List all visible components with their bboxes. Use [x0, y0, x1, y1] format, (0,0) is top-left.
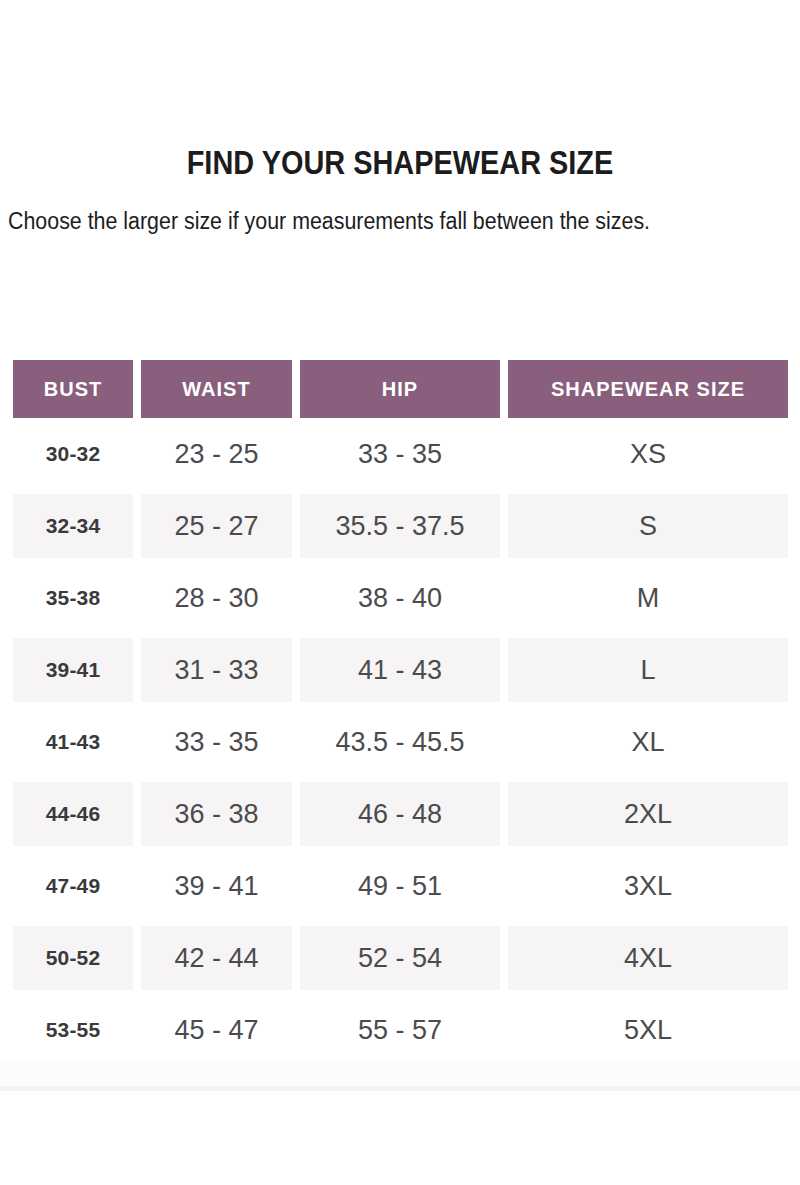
- table-row: 41-43 33 - 35 43.5 - 45.5 XL: [13, 706, 788, 778]
- hip-range: 38 - 40: [300, 562, 500, 634]
- waist-range: 25 - 27: [141, 490, 292, 562]
- hip-range: 35.5 - 37.5: [300, 490, 500, 562]
- column-header-waist: WAIST: [141, 360, 292, 418]
- waist-range: 31 - 33: [141, 634, 292, 706]
- waist-range: 45 - 47: [141, 994, 292, 1066]
- waist-range: 39 - 41: [141, 850, 292, 922]
- column-header-hip: HIP: [300, 360, 500, 418]
- bust-range: 44-46: [13, 778, 133, 850]
- waist-range: 23 - 25: [141, 418, 292, 490]
- size-label: XL: [508, 706, 788, 778]
- hip-range: 52 - 54: [300, 922, 500, 994]
- size-label: 3XL: [508, 850, 788, 922]
- size-label: M: [508, 562, 788, 634]
- page-title: FIND YOUR SHAPEWEAR SIZE: [60, 145, 740, 179]
- size-label: 5XL: [508, 994, 788, 1066]
- table-header-row: BUST WAIST HIP SHAPEWEAR SIZE: [13, 360, 788, 418]
- size-label: 2XL: [508, 778, 788, 850]
- bust-range: 47-49: [13, 850, 133, 922]
- column-header-bust: BUST: [13, 360, 133, 418]
- waist-range: 28 - 30: [141, 562, 292, 634]
- bust-range: 53-55: [13, 994, 133, 1066]
- table-row: 44-46 36 - 38 46 - 48 2XL: [13, 778, 788, 850]
- section-divider: [0, 1062, 800, 1091]
- table-row: 53-55 45 - 47 55 - 57 5XL: [13, 994, 788, 1066]
- waist-range: 33 - 35: [141, 706, 292, 778]
- table-row: 39-41 31 - 33 41 - 43 L: [13, 634, 788, 706]
- bust-range: 32-34: [13, 490, 133, 562]
- size-label: 4XL: [508, 922, 788, 994]
- table-row: 35-38 28 - 30 38 - 40 M: [13, 562, 788, 634]
- size-label: XS: [508, 418, 788, 490]
- hip-range: 49 - 51: [300, 850, 500, 922]
- table-row: 47-49 39 - 41 49 - 51 3XL: [13, 850, 788, 922]
- hip-range: 33 - 35: [300, 418, 500, 490]
- waist-range: 42 - 44: [141, 922, 292, 994]
- page-subtitle: Choose the larger size if your measureme…: [8, 206, 650, 236]
- hip-range: 41 - 43: [300, 634, 500, 706]
- table-row: 32-34 25 - 27 35.5 - 37.5 S: [13, 490, 788, 562]
- size-label: L: [508, 634, 788, 706]
- bust-range: 30-32: [13, 418, 133, 490]
- hip-range: 46 - 48: [300, 778, 500, 850]
- column-header-shapewear-size: SHAPEWEAR SIZE: [508, 360, 788, 418]
- table-row: 30-32 23 - 25 33 - 35 XS: [13, 418, 788, 490]
- size-label: S: [508, 490, 788, 562]
- waist-range: 36 - 38: [141, 778, 292, 850]
- bust-range: 35-38: [13, 562, 133, 634]
- size-chart-table: BUST WAIST HIP SHAPEWEAR SIZE 30-32 23 -…: [13, 360, 788, 1066]
- table-row: 50-52 42 - 44 52 - 54 4XL: [13, 922, 788, 994]
- bust-range: 41-43: [13, 706, 133, 778]
- bust-range: 50-52: [13, 922, 133, 994]
- hip-range: 43.5 - 45.5: [300, 706, 500, 778]
- hip-range: 55 - 57: [300, 994, 500, 1066]
- bust-range: 39-41: [13, 634, 133, 706]
